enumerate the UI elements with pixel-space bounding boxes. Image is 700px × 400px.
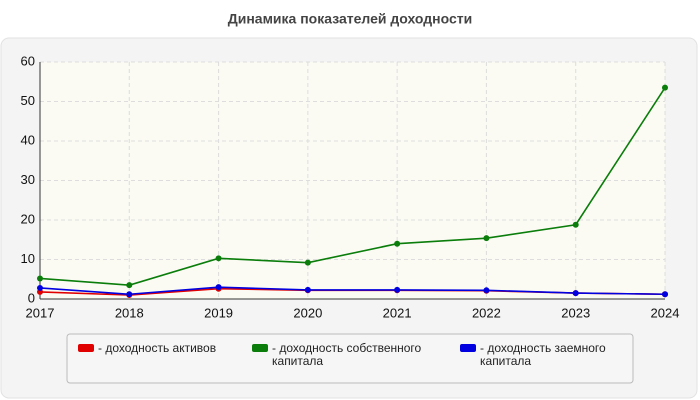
data-point: [126, 291, 133, 298]
x-tick-label: 2024: [651, 305, 680, 320]
y-tick-label: 20: [21, 211, 35, 226]
y-tick-label: 40: [21, 132, 35, 147]
x-tick-label: 2021: [383, 305, 412, 320]
x-tick-label: 2022: [472, 305, 501, 320]
y-tick-label: 50: [21, 93, 35, 108]
data-point: [37, 275, 43, 282]
y-tick-label: 0: [28, 290, 35, 305]
data-point: [215, 255, 222, 262]
x-tick-label: 2023: [561, 305, 590, 320]
legend-swatch: [252, 344, 268, 352]
x-tick-label: 2019: [204, 305, 233, 320]
legend-box: [66, 333, 634, 384]
legend-label: - доходность заемного капитала: [480, 341, 606, 368]
data-point: [304, 259, 311, 266]
legend-swatch: [460, 344, 476, 352]
x-tick-label: 2018: [115, 305, 144, 320]
data-point: [572, 221, 579, 228]
data-point: [483, 235, 490, 242]
data-point: [483, 287, 490, 294]
series-line: [39, 286, 666, 296]
data-point: [394, 286, 401, 293]
legend-label: - доходность активов: [98, 341, 217, 355]
legend-swatch: [78, 344, 94, 352]
data-point: [215, 284, 222, 291]
x-tick-label: 2017: [26, 305, 55, 320]
data-point: [394, 240, 401, 247]
y-tick-label: 30: [21, 172, 35, 187]
data-point: [37, 284, 43, 291]
y-tick-label: 10: [21, 251, 35, 266]
legend-label: - доходность собственного капитала: [272, 341, 422, 368]
series-line: [39, 87, 666, 286]
data-point: [126, 282, 133, 289]
data-point: [572, 290, 579, 297]
chart-title: Динамика показателей доходности: [228, 11, 473, 27]
y-tick-label: 60: [21, 53, 35, 68]
data-point: [304, 286, 311, 293]
x-tick-label: 2020: [293, 305, 322, 320]
data-point: [662, 84, 668, 91]
data-point: [662, 291, 668, 298]
